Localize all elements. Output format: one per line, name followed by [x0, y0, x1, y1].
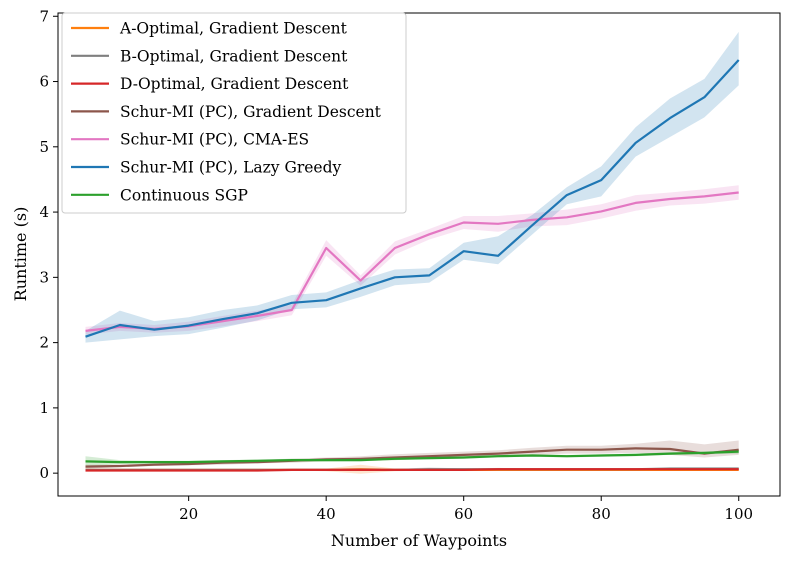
- series-lines: [85, 59, 740, 472]
- x-tick-label: 40: [317, 505, 336, 523]
- y-axis-ticks: 0 1 2 3 4 5 6 7: [39, 7, 58, 482]
- x-tick-label: 60: [454, 505, 473, 523]
- line-continuous-sgp: [85, 450, 739, 464]
- x-tick-label: 20: [179, 505, 198, 523]
- band-schur-mi-pc-cma-es: [85, 185, 739, 335]
- legend-box: [61, 12, 407, 214]
- y-tick-label: 6: [39, 73, 49, 91]
- band-schur-mi-pc-lazy-greedy: [85, 31, 739, 343]
- legend-label-schur-mi-pc-lazy-greedy: Schur-MI (PC), Lazy Greedy: [120, 159, 342, 177]
- y-tick-label: 3: [39, 268, 49, 286]
- plot-frame: [57, 12, 781, 497]
- x-tick-label: 80: [592, 505, 611, 523]
- legend-label-continuous-sgp: Continuous SGP: [120, 186, 248, 204]
- x-tick-label: 100: [724, 505, 753, 523]
- y-tick-label: 7: [39, 7, 49, 25]
- y-tick-label: 0: [39, 464, 49, 482]
- legend: A-Optimal, Gradient Descent B-Optimal, Gr…: [61, 12, 407, 214]
- y-tick-label: 5: [39, 138, 49, 156]
- legend-label-d-optimal-gradient-descent: D-Optimal, Gradient Descent: [120, 75, 349, 93]
- legend-label-schur-mi-pc-gradient-descent: Schur-MI (PC), Gradient Descent: [120, 103, 382, 121]
- line-d-optimal-gradient-descent: [85, 468, 739, 472]
- y-tick-label: 2: [39, 334, 49, 352]
- legend-label-a-optimal-gradient-descent: A-Optimal, Gradient Descent: [119, 20, 348, 38]
- y-tick-label: 4: [39, 203, 49, 221]
- x-axis-label: Number of Waypoints: [331, 531, 507, 550]
- y-axis-label: Runtime (s): [11, 207, 30, 302]
- legend-label-schur-mi-pc-cma-es: Schur-MI (PC), CMA-ES: [120, 131, 309, 149]
- legend-label-b-optimal-gradient-descent: B-Optimal, Gradient Descent: [120, 47, 348, 65]
- y-tick-label: 1: [39, 399, 49, 417]
- line-schur-mi-pc-lazy-greedy: [85, 59, 740, 338]
- x-axis-ticks: 20 40 60 80 100: [179, 496, 753, 523]
- line-schur-mi-pc-gradient-descent: [85, 447, 739, 468]
